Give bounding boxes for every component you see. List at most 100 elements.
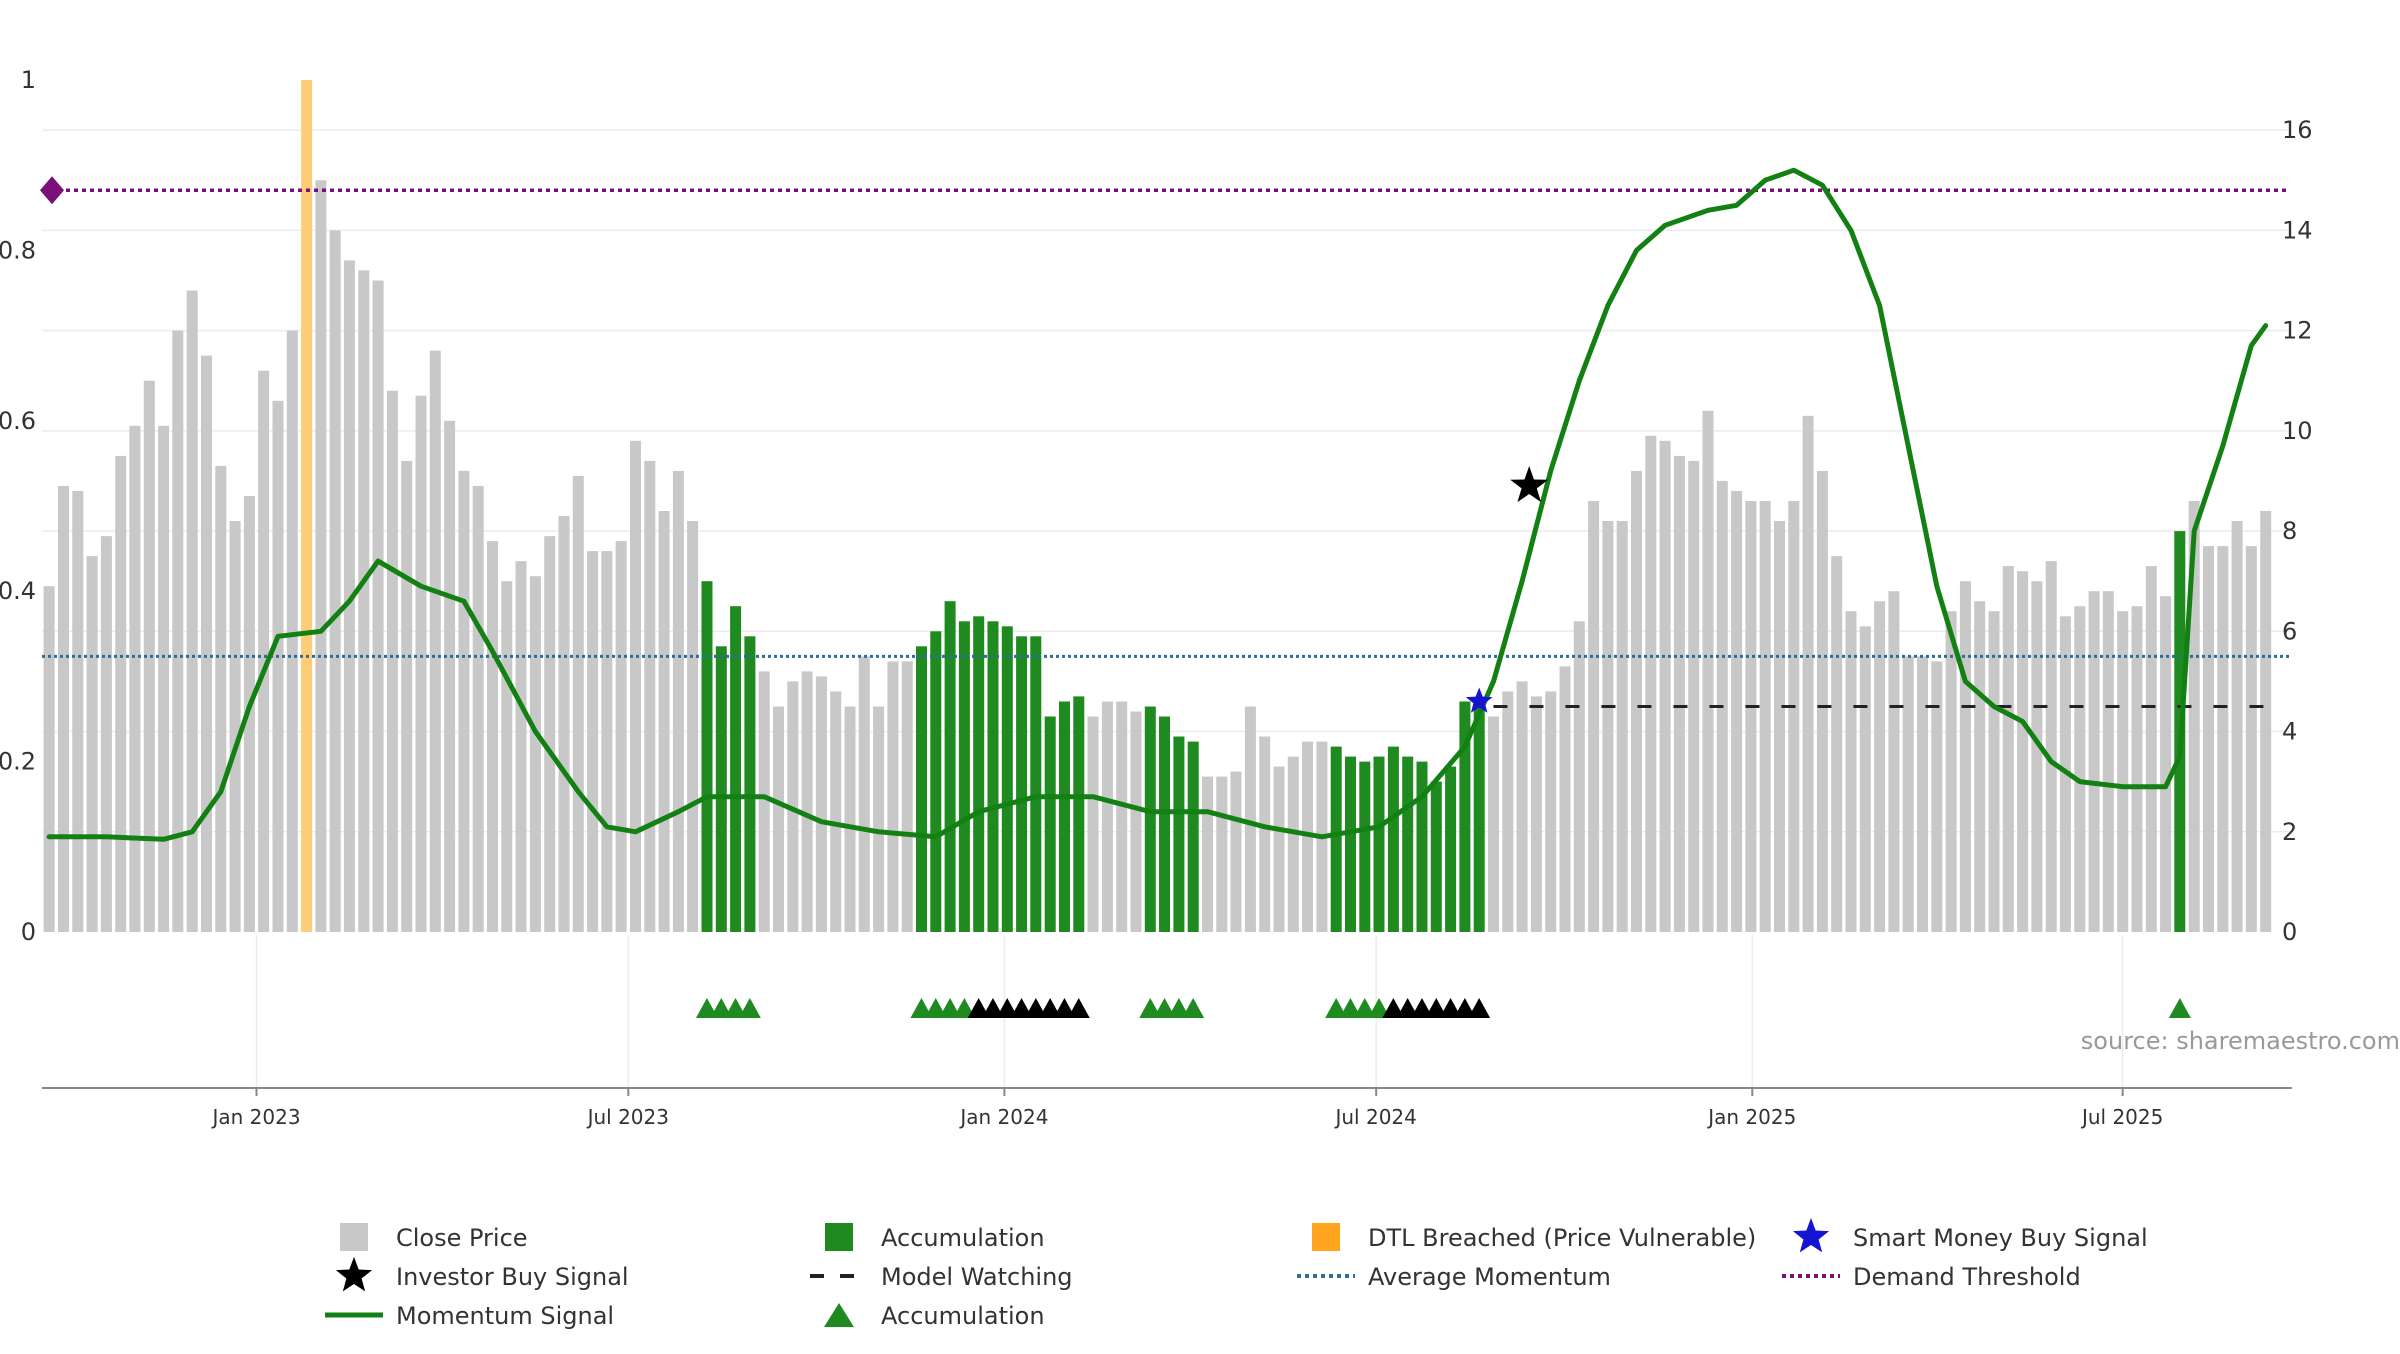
accumulation-marker <box>724 998 747 1018</box>
legend-swatch-square <box>825 1223 853 1251</box>
close-price-bar <box>1888 591 1900 932</box>
accumulation-bar <box>944 601 956 932</box>
legend-swatch-star <box>335 1257 373 1292</box>
close-price-bar <box>1731 491 1743 932</box>
close-price-bar <box>1788 501 1800 932</box>
smart-money-buy-signal-star <box>1465 687 1493 713</box>
accumulation-marker-black <box>1382 998 1405 1018</box>
close-price-bar <box>1959 581 1971 932</box>
legend-swatch-star <box>1792 1218 1830 1253</box>
close-price-bar <box>1702 410 1714 932</box>
accumulation-marker <box>1368 998 1391 1018</box>
close-price-bar <box>143 380 155 932</box>
close-price-bar <box>773 706 784 932</box>
close-price-bar <box>1745 501 1757 932</box>
accumulation-marker-black <box>1067 998 1090 1018</box>
close-price-bar <box>172 330 184 933</box>
close-price-bar <box>2231 521 2243 932</box>
legend-item: Close Price <box>340 1223 528 1252</box>
accumulation-marker <box>1167 998 1190 1018</box>
legend-item: Smart Money Buy Signal <box>1792 1218 2148 1253</box>
close-price-bar <box>1659 440 1671 932</box>
close-price-bar <box>1530 696 1542 932</box>
accumulation-bar <box>730 606 742 932</box>
legend-label: Model Watching <box>881 1263 1073 1291</box>
close-price-bar <box>630 440 641 932</box>
legend-item: Model Watching <box>810 1263 1073 1291</box>
close-price-bar <box>329 230 341 932</box>
close-price-bar <box>1974 601 1986 932</box>
accumulation-bar <box>1416 761 1428 932</box>
close-price-bar <box>1287 756 1299 932</box>
close-price-bar <box>343 260 355 932</box>
close-price-bar <box>1774 521 1785 932</box>
close-price-bar <box>815 676 827 932</box>
accumulation-marker <box>710 998 733 1018</box>
demand-threshold-marker <box>40 176 64 205</box>
close-price-bar <box>1488 716 1499 932</box>
close-price-bar <box>1502 691 1514 932</box>
close-price-bar <box>1244 706 1256 932</box>
accumulation-marker-black <box>1439 998 1462 1018</box>
close-price-bar <box>1673 455 1685 932</box>
accumulation-bar <box>916 646 927 932</box>
accumulation-bar <box>1001 626 1013 932</box>
accumulation-marker-black <box>1453 998 1476 1018</box>
close-price-bar <box>887 661 899 932</box>
accumulation-bar <box>701 581 713 932</box>
close-price-bar <box>429 350 441 933</box>
close-price-bar <box>1945 611 1957 932</box>
close-price-bar <box>215 465 227 932</box>
y-left-tick-label: 1 <box>21 66 36 94</box>
accumulation-bar <box>973 616 985 932</box>
accumulation-bar <box>1016 636 1028 932</box>
close-price-bar <box>58 486 69 932</box>
y-left-tick-label: 0.4 <box>0 577 36 605</box>
close-price-bar <box>601 551 613 932</box>
accumulation-bar <box>958 621 970 932</box>
accumulation-marker-black <box>1039 998 1062 1018</box>
accumulation-bar <box>987 621 999 932</box>
close-price-bar <box>830 691 842 932</box>
dtl-breached-bar <box>301 80 313 932</box>
accumulation-marker-black <box>1396 998 1419 1018</box>
close-price-bar <box>129 425 141 932</box>
accumulation-bar <box>1459 701 1471 932</box>
accumulation-bar <box>1345 756 1356 932</box>
close-price-bar <box>115 455 127 932</box>
close-price-bar <box>1645 435 1657 932</box>
accumulation-bar <box>1359 761 1371 932</box>
accumulation-bar <box>1330 746 1342 932</box>
close-price-bar <box>201 355 212 933</box>
close-price-bar <box>558 516 570 932</box>
y-left-tick-label: 0 <box>21 918 36 946</box>
close-price-bar <box>2188 501 2200 932</box>
close-price-bar <box>2002 566 2014 932</box>
accumulation-bar <box>930 631 942 932</box>
close-price-bar <box>758 671 770 932</box>
close-price-bar <box>1573 621 1585 932</box>
legend-item: Average Momentum <box>1297 1263 1611 1291</box>
legend-item: Accumulation <box>825 1223 1045 1252</box>
y-left-tick-label: 0.2 <box>0 748 36 776</box>
close-price-bar <box>1902 656 1914 932</box>
legend-label: DTL Breached (Price Vulnerable) <box>1368 1224 1756 1252</box>
close-price-bar <box>272 400 284 932</box>
close-price-bar <box>315 180 327 932</box>
close-price-bar <box>587 551 599 932</box>
accumulation-marker <box>738 998 761 1018</box>
close-price-bar <box>1874 601 1886 932</box>
accumulation-marker <box>695 998 718 1018</box>
close-price-bar <box>901 661 913 932</box>
close-price-bar <box>529 576 541 932</box>
close-price-bar <box>801 671 813 932</box>
legend-label: Close Price <box>396 1224 528 1252</box>
close-price-bar <box>644 460 656 932</box>
accumulation-bar <box>1187 741 1199 932</box>
close-price-bar <box>672 470 684 932</box>
accumulation-bar <box>1044 716 1056 932</box>
close-price-bar <box>1259 736 1271 932</box>
close-price-bar <box>687 521 699 932</box>
accumulation-bar <box>1144 706 1156 932</box>
